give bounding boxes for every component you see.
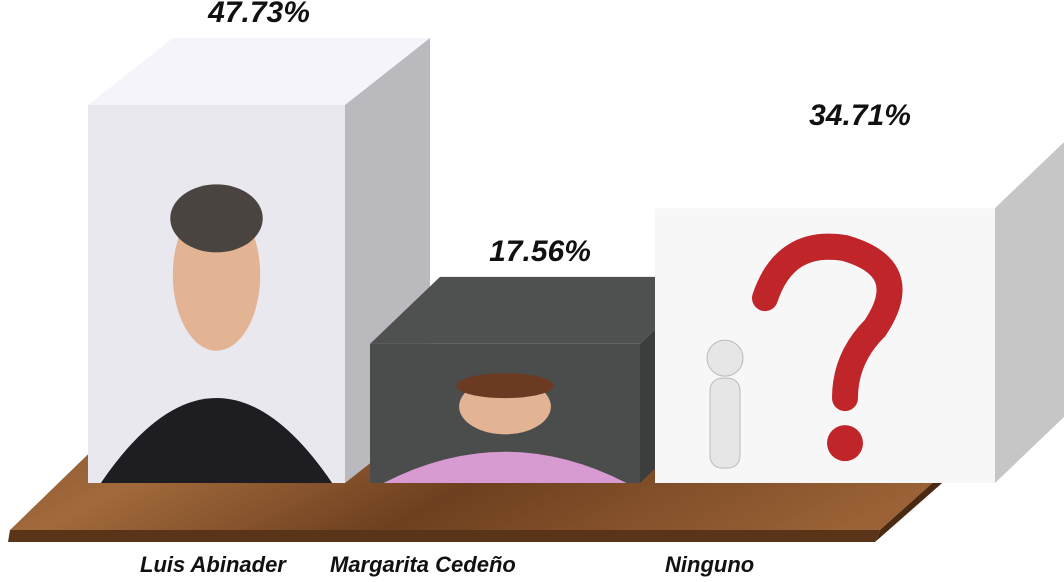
bar-side <box>995 142 1064 483</box>
value-label: 17.56% <box>489 235 591 268</box>
portrait-body <box>383 451 627 483</box>
value-label: 47.73% <box>207 0 310 29</box>
portrait-hair <box>456 373 554 399</box>
question-dot <box>827 425 863 462</box>
figure-body <box>709 377 741 469</box>
value-label: 34.71% <box>809 99 911 132</box>
bar-top <box>88 38 430 105</box>
category-label: Ninguno <box>665 552 754 577</box>
figure-head <box>706 339 744 377</box>
floor-edge <box>8 530 880 542</box>
question-mark <box>752 233 903 412</box>
bar-top <box>370 276 710 344</box>
category-label: Luis Abinader <box>140 552 287 577</box>
portrait-hair <box>170 184 263 253</box>
bar-top <box>655 141 1064 209</box>
category-label: Margarita Cedeño <box>330 552 516 577</box>
portrait-body <box>100 397 333 483</box>
